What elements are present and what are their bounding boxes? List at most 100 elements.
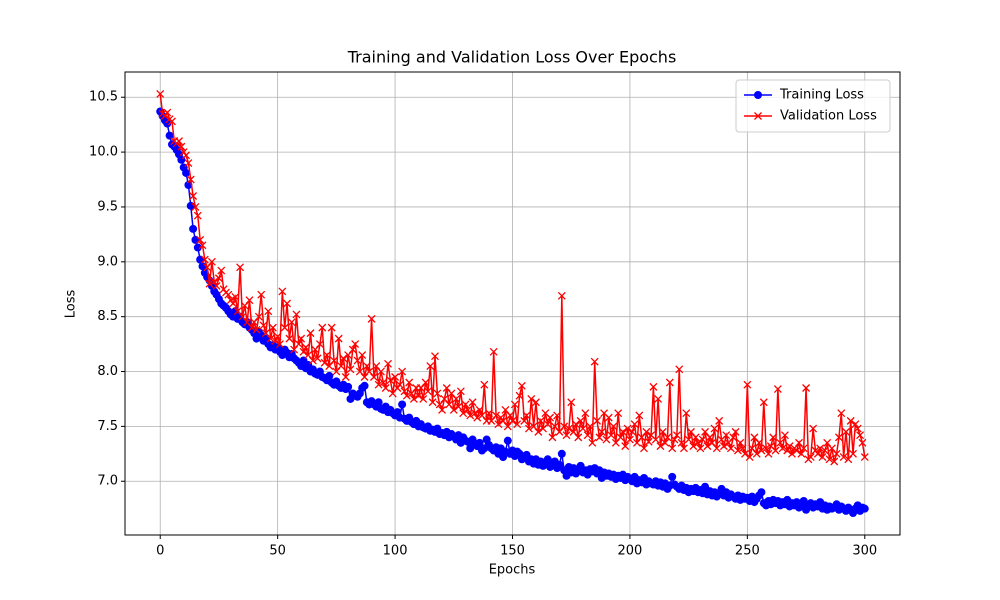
marker <box>433 389 442 398</box>
marker <box>851 420 860 429</box>
marker <box>849 449 857 458</box>
marker <box>315 340 324 349</box>
marker <box>715 416 724 425</box>
marker <box>705 433 714 442</box>
marker <box>710 424 719 433</box>
marker <box>809 424 818 433</box>
marker <box>247 323 256 332</box>
marker <box>726 444 735 453</box>
marker <box>588 438 597 447</box>
marker <box>473 413 482 422</box>
marker <box>205 279 214 288</box>
marker <box>360 381 369 390</box>
marker <box>830 457 839 466</box>
marker <box>642 427 651 436</box>
marker <box>428 398 437 407</box>
marker <box>548 433 557 442</box>
marker <box>398 400 407 409</box>
marker <box>252 325 261 334</box>
marker <box>811 446 820 455</box>
marker <box>423 387 432 396</box>
marker <box>597 427 606 436</box>
marker <box>672 431 681 440</box>
y-tick-label: 7.0 <box>97 474 118 489</box>
marker <box>341 373 350 381</box>
marker <box>374 398 383 407</box>
marker <box>813 449 822 458</box>
marker <box>306 329 315 338</box>
marker <box>339 354 348 363</box>
marker <box>593 416 602 425</box>
marker <box>395 380 404 389</box>
marker <box>231 292 240 301</box>
marker <box>374 380 383 389</box>
marker <box>452 394 461 403</box>
marker <box>217 266 226 275</box>
marker <box>463 405 472 414</box>
marker <box>259 321 268 330</box>
legend-label: Validation Loss <box>780 109 877 124</box>
marker <box>163 119 172 128</box>
marker <box>654 394 663 403</box>
marker <box>576 416 585 425</box>
marker <box>524 424 533 433</box>
marker <box>210 277 219 286</box>
marker <box>496 413 505 422</box>
marker <box>762 444 771 453</box>
marker <box>421 378 430 387</box>
marker <box>698 435 707 444</box>
marker <box>184 159 193 168</box>
marker <box>649 382 658 391</box>
marker <box>527 394 536 403</box>
marker <box>280 323 289 332</box>
marker <box>325 371 334 380</box>
marker <box>755 438 764 447</box>
marker <box>229 299 237 308</box>
marker <box>409 394 418 403</box>
y-tick-label: 9.5 <box>97 199 118 214</box>
marker <box>431 352 439 361</box>
marker <box>480 380 489 389</box>
marker <box>224 290 233 299</box>
marker <box>532 398 540 407</box>
x-tick-label: 250 <box>735 544 760 559</box>
marker <box>177 142 186 151</box>
marker <box>344 382 353 391</box>
marker <box>285 334 294 343</box>
marker <box>186 175 195 184</box>
marker <box>590 357 599 366</box>
marker <box>628 427 637 436</box>
marker <box>520 416 529 425</box>
marker <box>287 318 296 327</box>
marker <box>733 446 742 455</box>
marker <box>301 343 310 352</box>
marker <box>179 148 188 157</box>
marker <box>694 438 702 447</box>
marker <box>449 405 458 414</box>
marker <box>534 427 543 436</box>
marker <box>207 257 216 266</box>
marker <box>644 437 653 446</box>
marker <box>513 420 522 429</box>
marker <box>351 340 360 349</box>
marker <box>567 398 576 407</box>
marker <box>475 405 484 414</box>
marker <box>712 444 721 453</box>
marker <box>214 274 223 283</box>
marker <box>292 310 301 319</box>
marker <box>764 449 773 458</box>
y-tick-label: 10.0 <box>89 145 118 160</box>
marker <box>297 334 306 343</box>
marker <box>454 402 463 411</box>
marker <box>677 438 686 447</box>
marker <box>604 413 613 422</box>
marker <box>668 472 677 481</box>
marker <box>226 296 235 305</box>
plot-frame <box>124 71 901 536</box>
marker <box>182 168 191 177</box>
x-tick-label: 0 <box>156 544 164 559</box>
marker <box>489 347 498 356</box>
marker <box>334 334 343 343</box>
marker <box>398 367 407 376</box>
